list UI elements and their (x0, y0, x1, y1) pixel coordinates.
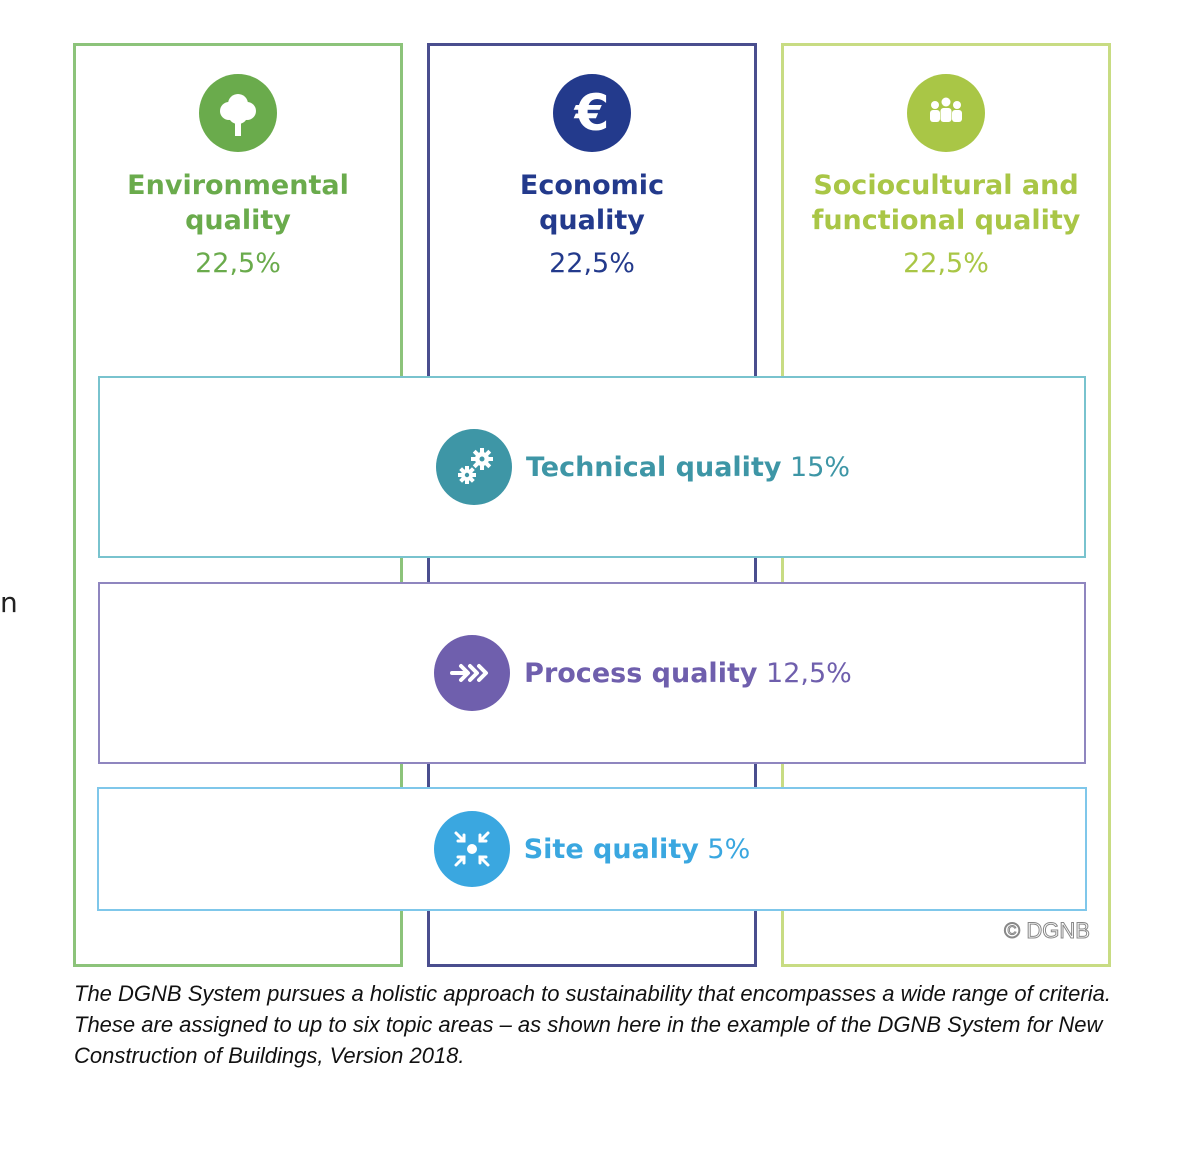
process-quality-band: Process quality 12,5% (98, 582, 1086, 764)
site-quality-name: Site quality (523, 833, 699, 865)
euro-icon: € (553, 74, 631, 152)
stray-text-fragment: n (0, 586, 18, 619)
environmental-title-line2: quality (185, 205, 291, 236)
tree-icon (199, 74, 277, 152)
sociocultural-title-line2: functional quality (811, 205, 1081, 236)
sociocultural-title-line1: Sociocultural and (813, 170, 1079, 201)
converge-icon (433, 811, 510, 887)
technical-quality-name: Technical quality (525, 451, 782, 483)
economic-title-line2: quality (539, 205, 645, 236)
sociocultural-percent: 22,5% (903, 248, 989, 279)
arrows-icon (434, 635, 511, 711)
environmental-title-line1: Environmental (127, 170, 349, 201)
economic-title-line1: Economic (519, 170, 665, 201)
environmental-percent: 22,5% (195, 248, 281, 279)
economic-percent: 22,5% (549, 248, 635, 279)
process-quality-percent: 12,5% (766, 657, 852, 689)
people-icon (907, 74, 985, 152)
site-quality-percent: 5% (707, 833, 751, 865)
process-quality-name: Process quality (524, 657, 758, 689)
gears-icon (435, 429, 512, 505)
site-quality-band: Site quality 5% (97, 787, 1087, 911)
technical-quality-band: Technical quality 15% (98, 376, 1086, 558)
figure-caption: The DGNB System pursues a holistic appro… (74, 981, 1111, 1068)
technical-quality-percent: 15% (790, 451, 851, 483)
copyright-watermark: © DGNB (1004, 918, 1091, 944)
